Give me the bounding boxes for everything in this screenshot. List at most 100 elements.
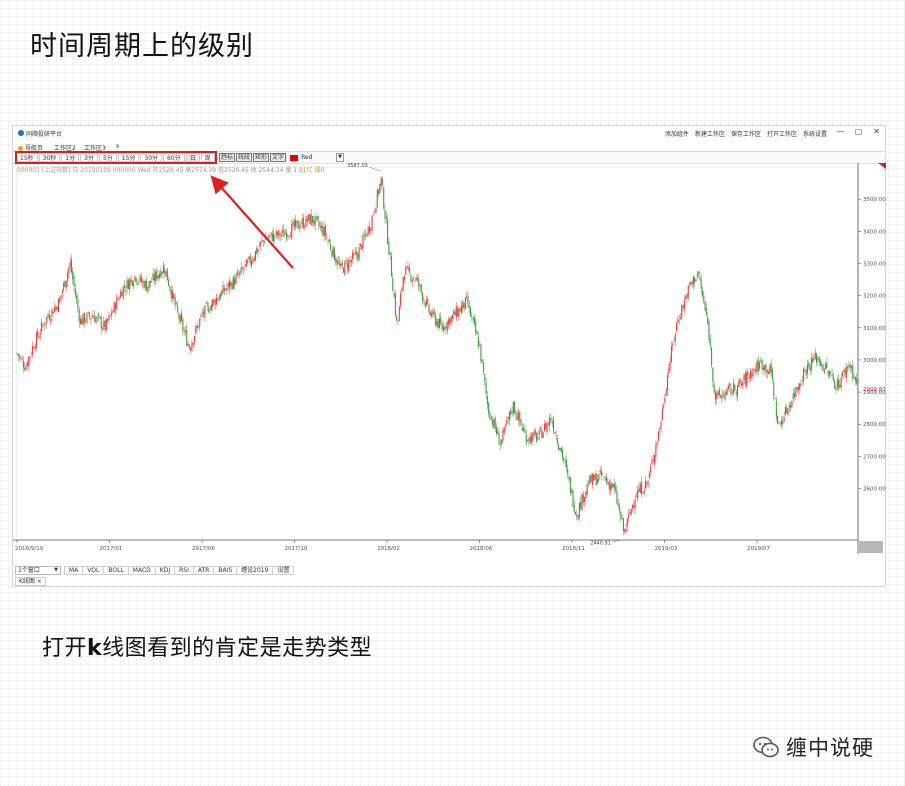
- candle-body: [694, 277, 696, 284]
- indicator-vol[interactable]: VOL: [83, 566, 105, 575]
- candle-body: [291, 223, 293, 239]
- candle-body: [506, 419, 508, 424]
- indicator-rsi[interactable]: RSI: [175, 566, 194, 575]
- candle-body: [469, 307, 472, 317]
- candle-body: [170, 289, 172, 298]
- candle-body: [622, 518, 625, 532]
- candle-body: [262, 240, 264, 242]
- period-30m[interactable]: 30分: [140, 153, 163, 162]
- color-swatch[interactable]: [290, 154, 299, 161]
- close-icon[interactable]: ✕: [873, 127, 880, 136]
- candle-body: [213, 299, 215, 303]
- candle-body: [156, 270, 158, 280]
- candle-body: [844, 368, 846, 376]
- candle-body: [76, 295, 78, 300]
- indicator-kdj[interactable]: KDJ: [155, 566, 176, 575]
- candle-body: [686, 294, 688, 299]
- tab-close-icon[interactable]: ×: [115, 143, 121, 150]
- maximize-icon[interactable]: ▢: [854, 127, 863, 136]
- candle-body: [527, 440, 529, 441]
- candle-body: [433, 311, 435, 315]
- candle-body: [796, 387, 798, 390]
- period-5m[interactable]: 5分: [98, 153, 117, 162]
- candle-body: [20, 357, 22, 359]
- candle-body: [479, 345, 481, 346]
- menu-new-workspace[interactable]: 新建工作区: [694, 131, 725, 138]
- candle-body: [841, 372, 843, 377]
- tool-rectangle[interactable]: 矩形: [253, 153, 270, 162]
- candle-body: [486, 396, 488, 405]
- candle-body: [222, 285, 224, 294]
- period-week[interactable]: 周: [200, 153, 215, 162]
- candle-body: [747, 371, 749, 376]
- indicator-macd[interactable]: MACD: [128, 566, 156, 575]
- candle-body: [703, 295, 705, 303]
- candle-body: [631, 504, 634, 509]
- candle-body: [606, 477, 608, 482]
- candle-body: [823, 368, 825, 373]
- candle-body: [685, 296, 687, 300]
- bottom-tab-close-icon[interactable]: ×: [36, 578, 42, 585]
- tool-text[interactable]: 文字: [270, 153, 287, 162]
- candle-body: [297, 219, 299, 229]
- tool-segment[interactable]: 线段: [236, 153, 253, 162]
- tab-navigation[interactable]: 导航页: [18, 143, 43, 152]
- candle-body: [126, 279, 128, 289]
- candle-body: [283, 229, 285, 237]
- indicator-bais[interactable]: BAIS: [214, 566, 238, 575]
- color-select[interactable]: Red: [301, 154, 313, 161]
- candle-body: [536, 432, 538, 442]
- period-3m[interactable]: 3分: [80, 153, 98, 162]
- candle-body: [731, 391, 733, 393]
- candle-body: [331, 250, 333, 256]
- indicator-chanlun-2019[interactable]: 缠论2019: [237, 566, 274, 575]
- chevron-down-icon[interactable]: ▼: [336, 153, 345, 162]
- menu-system-settings[interactable]: 系统设置: [802, 131, 827, 138]
- period-30s[interactable]: 30秒: [38, 153, 61, 162]
- indicator-atr[interactable]: ATR: [193, 566, 215, 575]
- candle-body: [308, 214, 310, 220]
- period-day[interactable]: 日: [185, 153, 200, 162]
- candle-body: [90, 318, 92, 320]
- period-15m[interactable]: 15分: [117, 153, 140, 162]
- candle-body: [64, 280, 66, 287]
- minimize-icon[interactable]: —: [836, 127, 845, 136]
- tab-workspace-2[interactable]: 工作区2: [54, 145, 76, 152]
- candle-body: [42, 324, 44, 326]
- menu-add-widget[interactable]: 添加组件: [664, 131, 689, 138]
- candle-body: [729, 383, 731, 387]
- indicator-boll[interactable]: BOLL: [104, 566, 129, 575]
- candle-body: [595, 473, 597, 485]
- menu-save-workspace[interactable]: 保存工作区: [730, 131, 761, 138]
- tab-workspace-3[interactable]: 工作区3: [84, 145, 106, 152]
- tool-trend[interactable]: 趋标: [219, 153, 236, 162]
- indicator-settings[interactable]: 设置: [273, 566, 295, 575]
- candle-body: [201, 313, 203, 314]
- menu-open-workspace[interactable]: 打开工作区: [766, 131, 797, 138]
- candle-body: [135, 278, 137, 283]
- bottom-tab-kline[interactable]: K线图 ×: [15, 577, 46, 586]
- period-1m[interactable]: 1分: [61, 153, 80, 162]
- candle-body: [567, 468, 569, 474]
- candle-body: [788, 405, 790, 408]
- candle-body: [358, 247, 360, 261]
- window-count-select[interactable]: 1个窗口 ▼: [15, 566, 61, 575]
- candle-body: [466, 296, 468, 298]
- candle-body: [231, 282, 233, 290]
- candle-body: [797, 386, 799, 392]
- candle-body: [248, 256, 250, 260]
- candle-body: [112, 311, 114, 313]
- candle-body: [790, 405, 792, 408]
- candle-body: [453, 311, 455, 315]
- plot-area: [16, 166, 859, 541]
- candle-body: [151, 281, 153, 283]
- candle-body: [847, 366, 849, 369]
- candle-body: [191, 342, 193, 351]
- candle-body: [133, 283, 135, 287]
- candle-body: [571, 490, 573, 492]
- candle-body: [473, 317, 475, 324]
- period-60m[interactable]: 60分: [163, 153, 185, 162]
- kline-chart[interactable]: 2600.00 2700.00 2800.00 2900.00 3000.00 3100.…: [13, 163, 887, 566]
- indicator-ma[interactable]: MA: [64, 566, 84, 575]
- candle-body: [361, 245, 363, 250]
